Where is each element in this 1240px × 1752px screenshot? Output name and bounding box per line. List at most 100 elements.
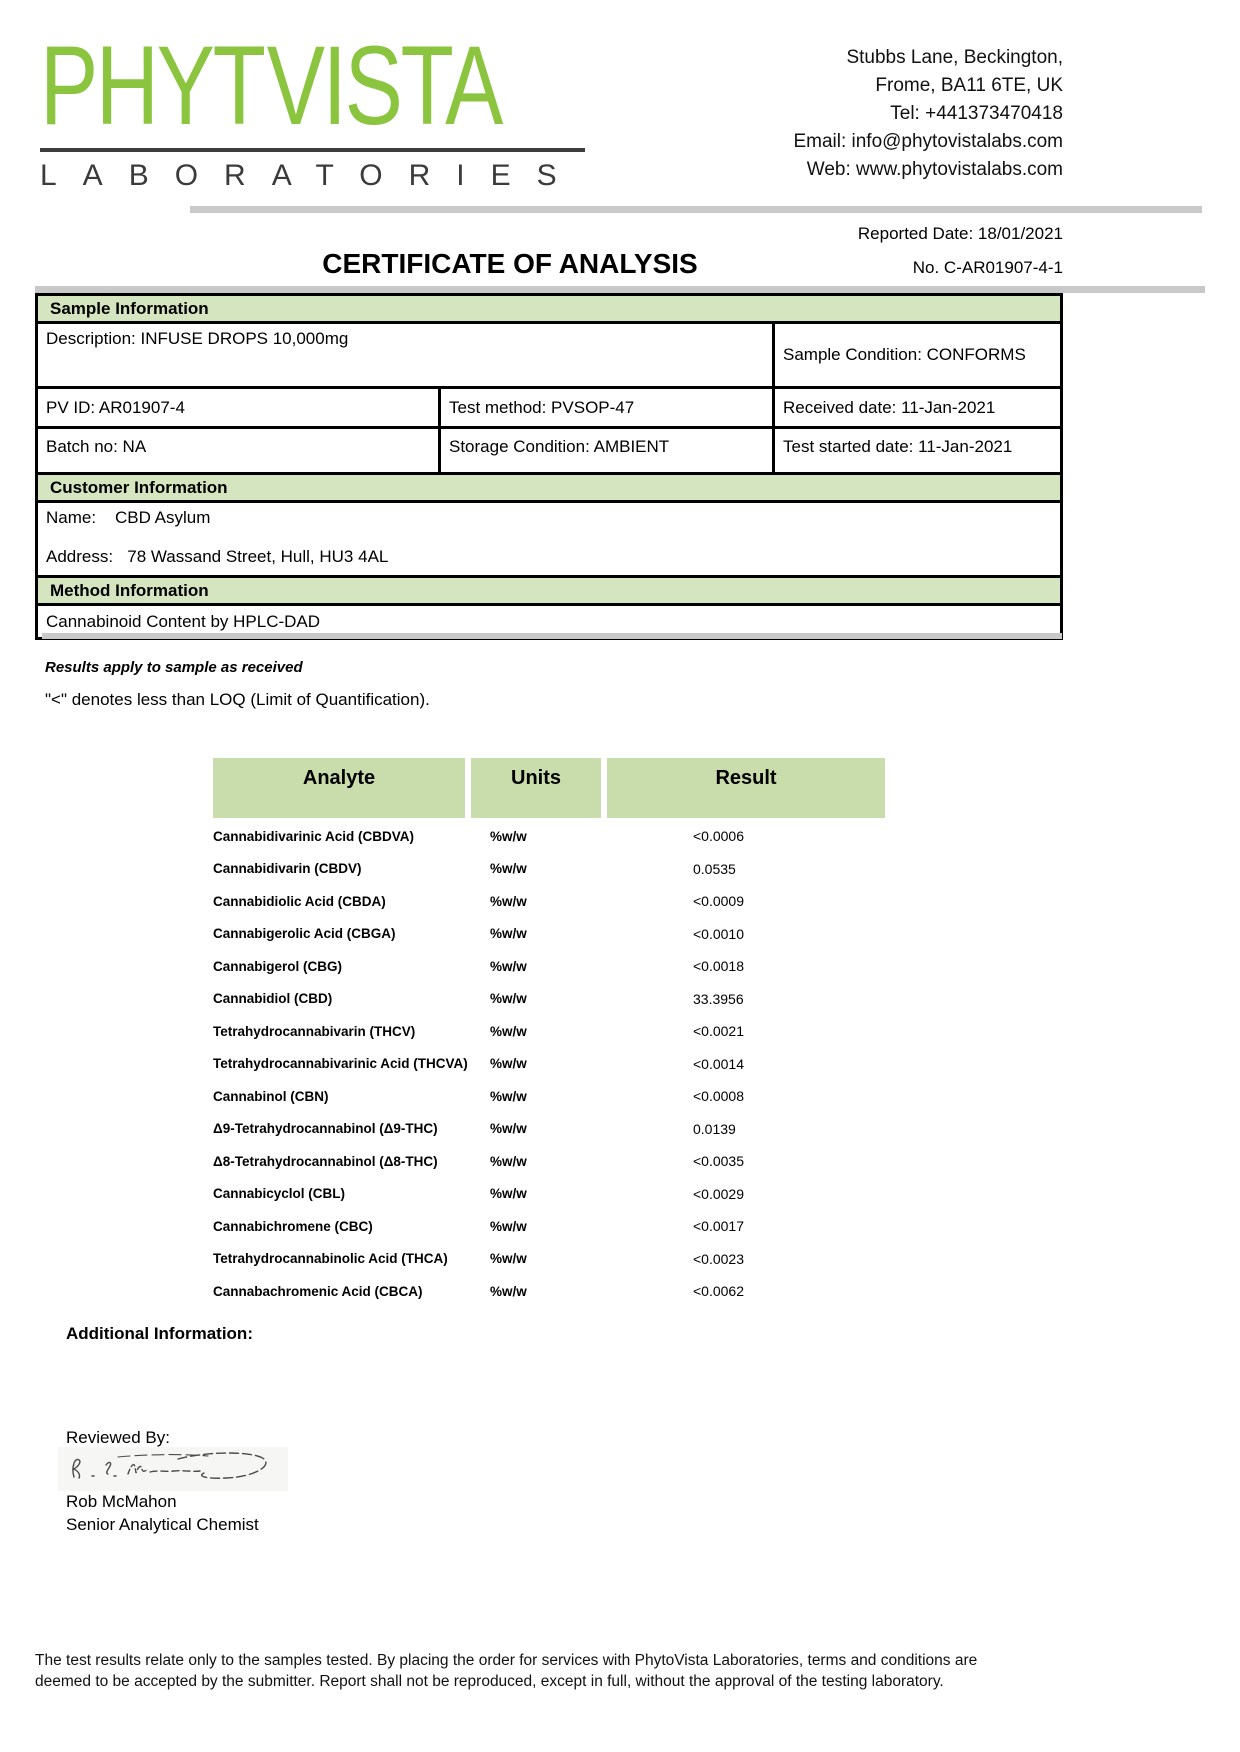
contact-web: Web: www.phytovistalabs.com <box>806 159 1063 180</box>
table-row: Cannabachromenic Acid (CBCA) %w/w <0.006… <box>213 1275 885 1308</box>
result-cell: <0.0035 <box>693 1153 744 1170</box>
units-cell: %w/w <box>490 1218 527 1234</box>
reviewer-title: Senior Analytical Chemist <box>66 1515 259 1534</box>
result-cell: 0.0139 <box>693 1120 736 1137</box>
header-shadow-bar <box>190 206 1202 213</box>
result-cell: <0.0029 <box>693 1185 744 1202</box>
customer-address: Address: 78 Wassand Street, Hull, HU3 4A… <box>46 547 389 566</box>
units-cell: %w/w <box>490 1153 527 1169</box>
logo-subtitle: LABORATORIES <box>40 159 583 192</box>
result-cell: <0.0008 <box>693 1088 744 1105</box>
phytovista-logo: PHYT VISTA LABORATORIES <box>40 30 588 193</box>
method-cell: Cannabinoid Content by HPLC-DAD <box>38 606 1060 637</box>
customer-name: Name: CBD Asylum <box>46 508 211 527</box>
units-cell: %w/w <box>490 1121 527 1137</box>
table-row: Cannabidiolic Acid (CBDA) %w/w <0.0009 <box>213 885 885 918</box>
result-cell: 33.3956 <box>693 990 744 1007</box>
table-row: Cannabidiol (CBD) %w/w 33.3956 <box>213 983 885 1016</box>
table-row: Cannabicyclol (CBL) %w/w <0.0029 <box>213 1178 885 1211</box>
result-cell: <0.0017 <box>693 1218 744 1235</box>
footer-line2: deemed to be accepted by the submitter. … <box>35 1673 944 1690</box>
units-cell: %w/w <box>490 861 527 877</box>
batch-no-cell: Batch no: NA <box>38 429 438 472</box>
results-table-body: Cannabidivarinic Acid (CBDVA) %w/w <0.00… <box>213 820 885 1308</box>
table-row: Δ8-Tetrahydrocannabinol (Δ8-THC) %w/w <0… <box>213 1145 885 1178</box>
analyte-cell: Cannabichromene (CBC) <box>213 1218 373 1234</box>
result-cell: <0.0014 <box>693 1055 744 1072</box>
table-row: Tetrahydrocannabinolic Acid (THCA) %w/w … <box>213 1243 885 1276</box>
table-row: Cannabichromene (CBC) %w/w <0.0017 <box>213 1210 885 1243</box>
reviewer-name: Rob McMahon <box>66 1492 177 1511</box>
logo-text-phyt: PHYT <box>40 23 266 148</box>
units-cell: %w/w <box>490 1056 527 1072</box>
result-cell: <0.0062 <box>693 1283 744 1300</box>
method-information-header: Method Information <box>38 578 1060 603</box>
analyte-cell: Cannabachromenic Acid (CBCA) <box>213 1283 423 1299</box>
column-header-analyte: Analyte <box>213 758 465 818</box>
result-cell: 0.0535 <box>693 860 736 877</box>
table-row: Cannabinol (CBN) %w/w <0.0008 <box>213 1080 885 1113</box>
contact-email: Email: info@phytovistalabs.com <box>793 131 1063 152</box>
result-cell: <0.0010 <box>693 925 744 942</box>
page-title: CERTIFICATE OF ANALYSIS <box>322 248 698 279</box>
table-row: Cannabidivarin (CBDV) %w/w 0.0535 <box>213 853 885 886</box>
result-cell: <0.0021 <box>693 1023 744 1040</box>
table-row: Tetrahydrocannabivarin (THCV) %w/w <0.00… <box>213 1015 885 1048</box>
received-date-cell: Received date: 11-Jan-2021 <box>775 389 1060 426</box>
analyte-cell: Cannabidiolic Acid (CBDA) <box>213 893 386 909</box>
units-cell: %w/w <box>490 991 527 1007</box>
customer-name-address-cell: Name: CBD Asylum Address: 78 Wassand Str… <box>38 503 1060 575</box>
contact-address-line1: Stubbs Lane, Beckington, <box>846 47 1063 68</box>
units-cell: %w/w <box>490 1023 527 1039</box>
test-started-cell: Test started date: 11-Jan-2021 <box>775 429 1060 472</box>
units-cell: %w/w <box>490 893 527 909</box>
analyte-cell: Cannabidivarin (CBDV) <box>213 861 362 877</box>
storage-condition-cell: Storage Condition: AMBIENT <box>441 429 772 472</box>
contact-address-line2: Frome, BA11 6TE, UK <box>875 75 1063 96</box>
results-table: Analyte Units Result Cannabidivarinic Ac… <box>213 758 885 1308</box>
units-cell: %w/w <box>490 958 527 974</box>
reviewed-by-label: Reviewed By: <box>66 1428 170 1447</box>
result-cell: <0.0009 <box>693 893 744 910</box>
units-cell: %w/w <box>490 1251 527 1267</box>
result-cell: <0.0023 <box>693 1250 744 1267</box>
units-cell: %w/w <box>490 828 527 844</box>
units-cell: %w/w <box>490 926 527 942</box>
result-cell: <0.0006 <box>693 828 744 845</box>
analyte-cell: Cannabigerolic Acid (CBGA) <box>213 926 396 942</box>
contact-tel: Tel: +441373470418 <box>890 103 1063 124</box>
analyte-cell: Cannabicyclol (CBL) <box>213 1186 346 1202</box>
footer-line1: The test results relate only to the samp… <box>35 1652 978 1669</box>
units-cell: %w/w <box>490 1283 527 1299</box>
lab-contact-block: Stubbs Lane, Beckington, Frome, BA11 6TE… <box>793 44 1063 184</box>
table-shadow-bar <box>42 633 1062 639</box>
additional-information-label: Additional Information: <box>66 1324 253 1343</box>
logo-divider <box>40 148 585 152</box>
logo-text-vista: VISTA <box>266 23 504 148</box>
table-row: Tetrahydrocannabivarinic Acid (THCVA) %w… <box>213 1048 885 1081</box>
units-cell: %w/w <box>490 1088 527 1104</box>
results-apply-note: Results apply to sample as received <box>45 659 303 676</box>
description-cell: Description: INFUSE DROPS 10,000mg <box>38 324 772 386</box>
results-table-header: Analyte Units Result <box>213 758 885 818</box>
report-number: No. C-AR01907-4-1 <box>912 258 1063 277</box>
loq-note: "<" denotes less than LOQ (Limit of Quan… <box>45 690 430 709</box>
analyte-cell: Cannabidivarinic Acid (CBDVA) <box>213 828 415 844</box>
test-method-cell: Test method: PVSOP-47 <box>441 389 772 426</box>
result-cell: <0.0018 <box>693 958 744 975</box>
analyte-cell: Tetrahydrocannabivarinic Acid (THCVA) <box>213 1056 468 1072</box>
table-row: Cannabigerol (CBG) %w/w <0.0018 <box>213 950 885 983</box>
customer-information-header: Customer Information <box>38 475 1060 500</box>
analyte-cell: Δ8-Tetrahydrocannabinol (Δ8-THC) <box>213 1153 438 1169</box>
table-row: Cannabidivarinic Acid (CBDVA) %w/w <0.00… <box>213 820 885 853</box>
table-row: Δ9-Tetrahydrocannabinol (Δ9-THC) %w/w 0.… <box>213 1113 885 1146</box>
signature-image <box>58 1447 288 1491</box>
analyte-cell: Cannabinol (CBN) <box>213 1088 329 1104</box>
analyte-cell: Tetrahydrocannabinolic Acid (THCA) <box>213 1251 448 1267</box>
units-cell: %w/w <box>490 1186 527 1202</box>
sample-info-table: Sample Information Description: INFUSE D… <box>35 293 1063 640</box>
analyte-cell: Cannabidiol (CBD) <box>213 991 333 1007</box>
sample-condition-cell: Sample Condition: CONFORMS <box>775 324 1060 386</box>
table-row: Cannabigerolic Acid (CBGA) %w/w <0.0010 <box>213 918 885 951</box>
reported-date: Reported Date: 18/01/2021 <box>857 224 1063 243</box>
